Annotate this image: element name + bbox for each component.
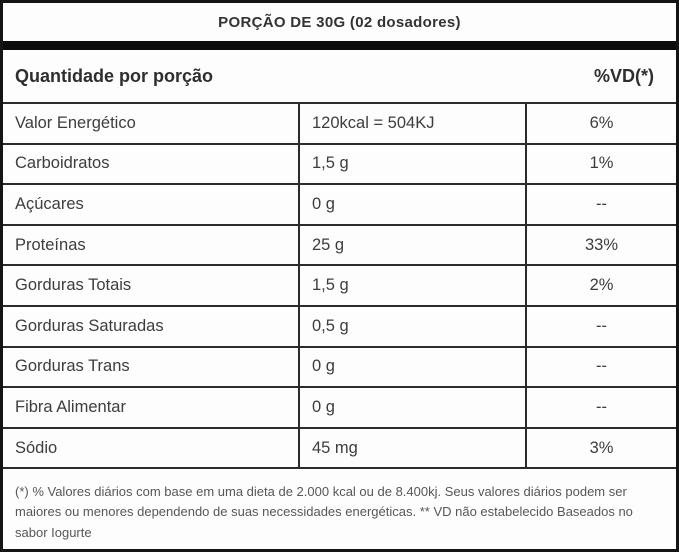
daily-value-cell: --: [596, 357, 607, 376]
quantity-per-serving-label: Quantidade por porção: [15, 65, 214, 86]
footnote-area: (*) % Valores diários com base em uma di…: [3, 469, 676, 542]
nutrient-name-cell: Sódio: [3, 428, 300, 468]
nutrient-name-cell: Proteínas: [3, 225, 300, 265]
table-row-acucares: Açúcares 0 g --: [3, 185, 676, 226]
amount-cell: 45 mg: [300, 428, 527, 468]
thick-divider-bar: [3, 41, 676, 50]
nutrient-name-cell: Gorduras Trans: [3, 347, 300, 387]
nutrient-name-cell: Gorduras Saturadas: [3, 306, 300, 346]
table-row-gorduras-trans: Gorduras Trans 0 g --: [3, 347, 676, 389]
daily-value-cell: 33%: [584, 235, 619, 254]
nutrient-name-cell: Gorduras Totais: [3, 266, 300, 305]
amount-cell: 1,5 g: [300, 144, 527, 184]
amount-cell: 1,5 g: [300, 266, 527, 305]
amount-cell: 120kcal = 504KJ: [300, 104, 527, 143]
table-row-carboidratos: Carboidratos 1,5 g 1%: [3, 144, 676, 186]
daily-values-footnote: (*) % Valores diários com base em uma di…: [15, 484, 633, 540]
amount-cell: 0 g: [300, 347, 527, 387]
daily-value-cell: 3%: [589, 438, 614, 457]
daily-value-cell: --: [596, 316, 607, 335]
daily-value-cell: 6%: [589, 113, 614, 132]
nutrient-name-cell: Fibra Alimentar: [3, 388, 300, 427]
serving-size-header: PORÇÃO DE 30G (02 dosadores): [3, 3, 676, 41]
nutrient-name-cell: Carboidratos: [3, 144, 300, 184]
amount-cell: 25 g: [300, 225, 527, 265]
table-row-gorduras-totais: Gorduras Totais 1,5 g 2%: [3, 266, 676, 307]
amount-cell: 0 g: [300, 388, 527, 427]
table-row-valor-energetico: Valor Energético 120kcal = 504KJ 6%: [3, 104, 676, 145]
nutrition-table-body: Valor Energético 120kcal = 504KJ 6% Carb…: [3, 104, 676, 470]
table-row-gorduras-saturadas: Gorduras Saturadas 0,5 g --: [3, 306, 676, 348]
daily-value-cell: 1%: [589, 154, 614, 173]
daily-value-cell: --: [596, 194, 607, 213]
table-row-proteinas: Proteínas 25 g 33%: [3, 225, 676, 267]
serving-size-title: PORÇÃO DE 30G (02 dosadores): [218, 13, 461, 31]
table-row-fibra-alimentar: Fibra Alimentar 0 g --: [3, 388, 676, 429]
amount-cell: 0 g: [300, 185, 527, 224]
percent-daily-value-label: %VD(*): [593, 65, 654, 86]
daily-value-cell: 2%: [589, 276, 614, 295]
daily-value-cell: --: [596, 397, 607, 416]
nutrient-name-cell: Valor Energético: [3, 104, 300, 143]
nutrient-name-cell: Açúcares: [3, 185, 300, 224]
amount-cell: 0,5 g: [300, 306, 527, 346]
table-header-row: Quantidade por porção %VD(*): [3, 50, 676, 104]
table-row-sodio: Sódio 45 mg 3%: [3, 428, 676, 470]
